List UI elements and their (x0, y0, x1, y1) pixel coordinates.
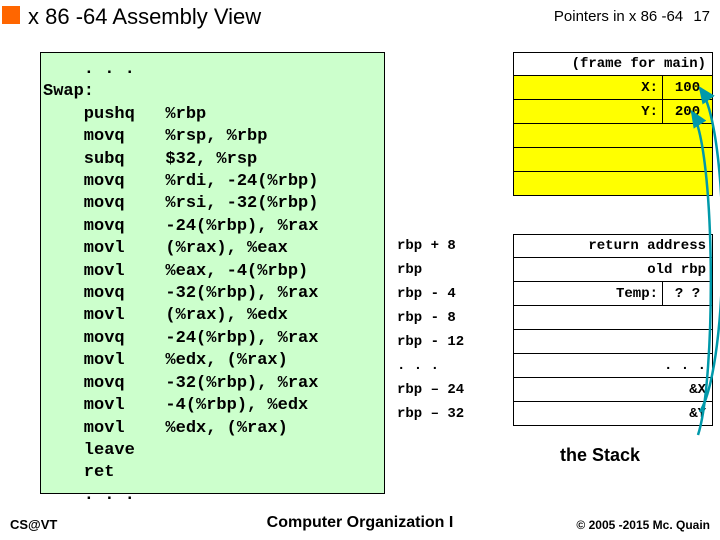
stack-cell: . . . (513, 353, 713, 378)
stack-cell-right: ? ? (663, 281, 713, 306)
assembly-code: . . . Swap: pushq %rbp movq %rsp, %rbp s… (40, 52, 385, 494)
stack-offset-label: rbp + 8 (395, 234, 513, 258)
stack-cell: old rbp (513, 257, 713, 282)
stack-cell-right: 100 (663, 75, 713, 100)
stack-offset-label (395, 100, 513, 124)
stack-label (395, 52, 513, 76)
stack-cell: return address (513, 234, 713, 258)
footer-right: © 2005 -2015 Mc. Quain (576, 518, 710, 532)
stack-offset-label (395, 172, 513, 196)
stack-offset-label (395, 124, 513, 148)
stack-caption: the Stack (560, 445, 640, 466)
stack-offset-label: rbp – 24 (395, 378, 513, 402)
stack-cell (513, 305, 713, 330)
stack-diagram: (frame for main) X:100Y:200 rbp + 8retur… (395, 52, 713, 426)
topic: Pointers in x 86 -64 (554, 8, 683, 25)
stack-cell-left: X: (513, 75, 663, 100)
stack-offset-label: . . . (395, 354, 513, 378)
accent-box (2, 6, 20, 24)
stack-offset-label (395, 76, 513, 100)
stack-cell (513, 329, 713, 354)
stack-offset-label: rbp - 12 (395, 330, 513, 354)
stack-offset-label: rbp - 8 (395, 306, 513, 330)
page-number: 17 (693, 8, 710, 25)
stack-cell-left: Temp: (513, 281, 663, 306)
stack-cell: &Y (513, 401, 713, 426)
stack-offset-label: rbp – 32 (395, 402, 513, 426)
stack-cell (513, 123, 713, 148)
stack-cell (513, 147, 713, 172)
stack-offset-label (395, 148, 513, 172)
stack-cell: &X (513, 377, 713, 402)
stack-offset-label: rbp - 4 (395, 282, 513, 306)
header-right: Pointers in x 86 -64 17 (554, 8, 710, 25)
stack-cell (513, 171, 713, 196)
stack-cell-left: Y: (513, 99, 663, 124)
frame-header: (frame for main) (513, 52, 713, 76)
stack-cell-right: 200 (663, 99, 713, 124)
slide-title: x 86 -64 Assembly View (28, 4, 261, 30)
stack-offset-label: rbp (395, 258, 513, 282)
